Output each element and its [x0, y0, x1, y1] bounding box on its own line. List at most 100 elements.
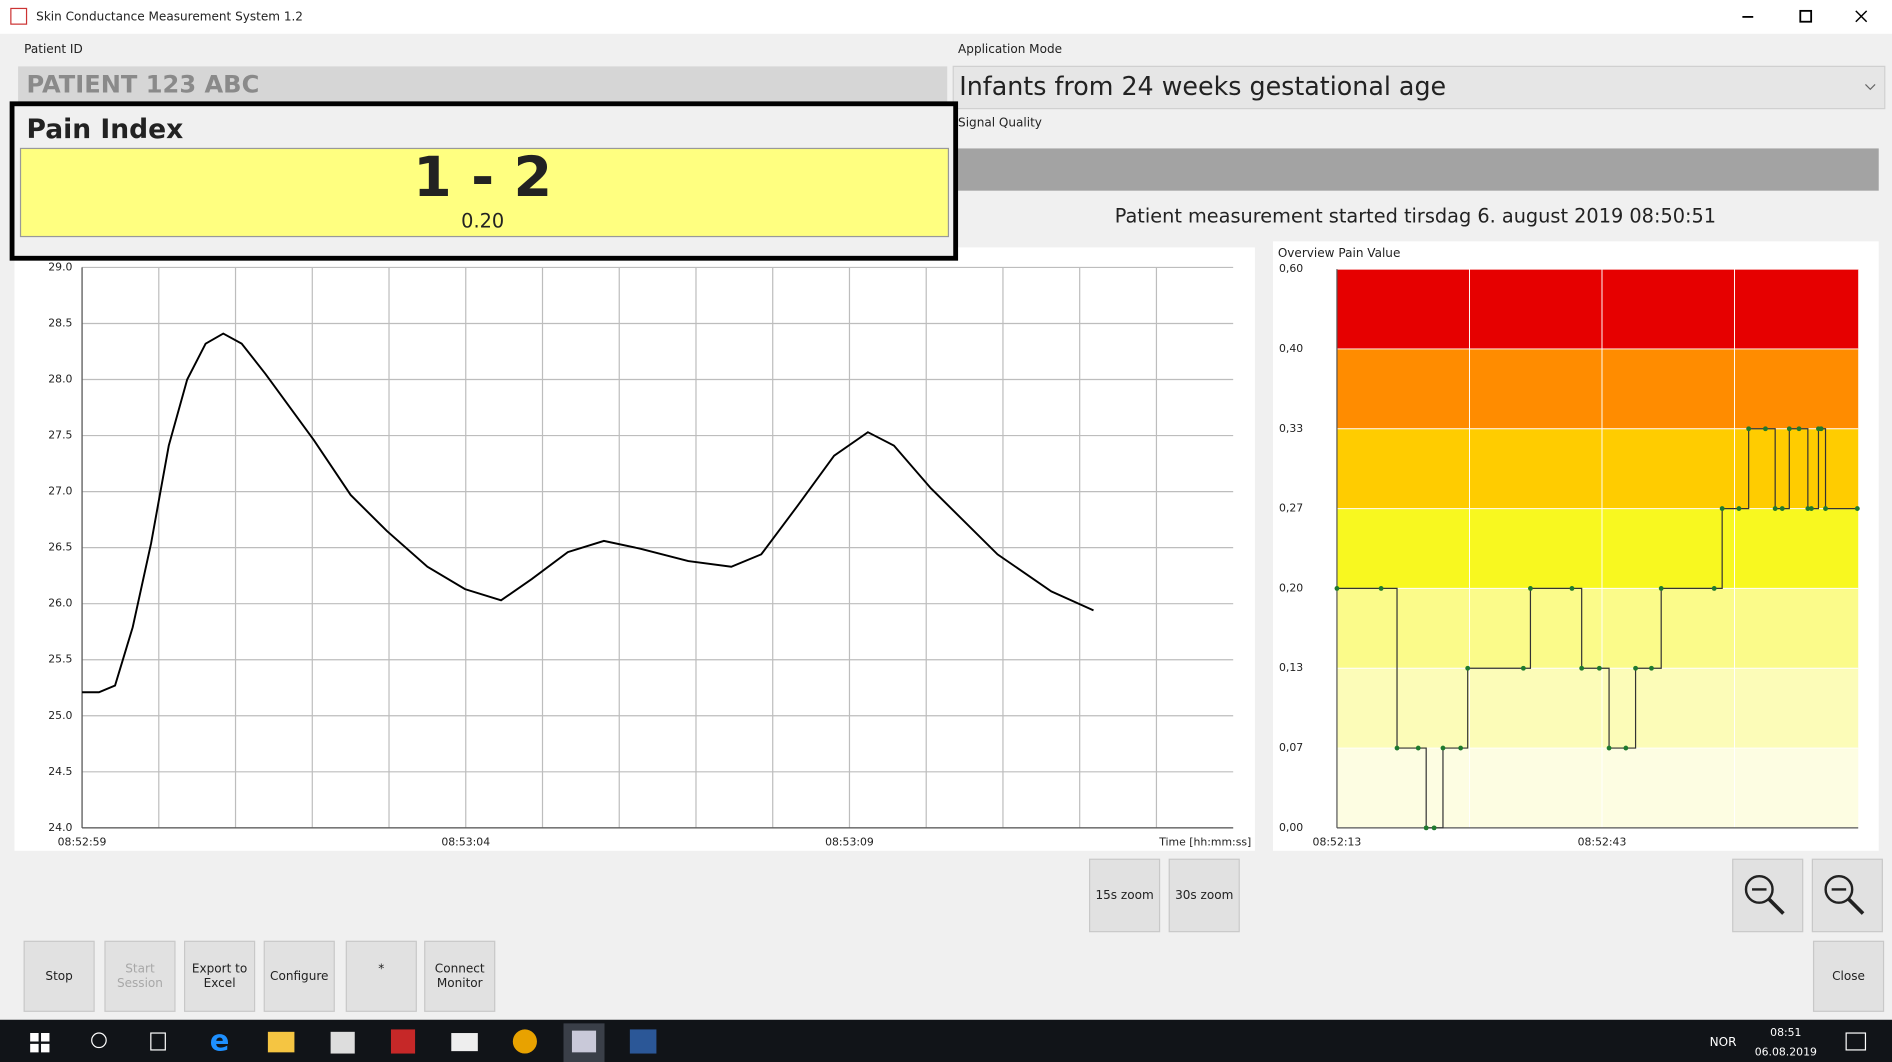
clock-date[interactable]: 06.08.2019: [1755, 1045, 1817, 1058]
edge-icon[interactable]: e: [210, 1024, 230, 1058]
mode-value: Infants from 24 weeks gestational age: [959, 71, 1446, 101]
close-window[interactable]: [1855, 10, 1868, 23]
y-tick-label: 0,00: [1279, 821, 1303, 834]
y-tick-label: 0,20: [1279, 581, 1303, 594]
y-tick-label: 0,60: [1279, 262, 1303, 275]
button[interactable]: [1168, 858, 1240, 933]
data-point: [1823, 506, 1828, 512]
data-point: [1465, 665, 1471, 671]
pain-index-range: 1 - 2: [413, 145, 552, 210]
button[interactable]: [184, 940, 256, 1012]
data-point: [1736, 506, 1742, 512]
zoom-in-button[interactable]: [1732, 858, 1804, 933]
start-button[interactable]: [30, 1033, 50, 1053]
notifications[interactable]: [1845, 1032, 1867, 1051]
data-point: [1763, 426, 1768, 432]
data-point: [1378, 585, 1384, 591]
mail-icon[interactable]: [451, 1033, 478, 1052]
taskbar: [0, 1019, 1892, 1062]
zoom-out-button[interactable]: [1811, 858, 1883, 933]
button-label: Monitor: [437, 976, 483, 990]
button[interactable]: [263, 940, 335, 1012]
data-point: [1786, 426, 1792, 432]
status: Patient measurement started tirsdag 6. a…: [1115, 205, 1716, 228]
zoom-out[interactable]: [1811, 858, 1883, 933]
patient-value: PATIENT 123 ABC: [27, 71, 260, 99]
pain-band: [1336, 748, 1859, 828]
y-tick-label: 27.0: [48, 485, 72, 498]
y-tick-label: 0,40: [1279, 342, 1303, 355]
data-point: [1658, 585, 1664, 591]
data-point: [1649, 665, 1654, 671]
series-line: [82, 332, 1094, 694]
x-tick-label: 08:52:43: [1578, 835, 1627, 848]
zoom-out-icon: [1824, 874, 1854, 904]
window-title: Skin Conductance Measurement System 1.2: [36, 9, 303, 23]
button-label: Excel: [204, 976, 236, 990]
button[interactable]: [345, 940, 417, 1012]
button-label: Connect: [435, 962, 485, 976]
zoom-in-icon: [1744, 874, 1774, 904]
y-tick-label: 28.0: [48, 373, 72, 386]
data-point: [1431, 825, 1437, 831]
data-point: [1818, 426, 1824, 432]
patient-field[interactable]: [18, 66, 948, 104]
y-tick-label: 27.5: [48, 429, 72, 442]
y-tick-label: 26.5: [48, 541, 72, 554]
task-view[interactable]: [150, 1032, 166, 1051]
data-point: [1606, 745, 1612, 751]
data-point: [1579, 665, 1585, 671]
button[interactable]: [104, 940, 176, 1012]
button[interactable]: [1088, 858, 1161, 933]
conductance-panel: [14, 247, 1255, 851]
data-point: [1423, 825, 1429, 831]
data-point: [1808, 506, 1814, 512]
data-point: [1633, 665, 1638, 671]
search[interactable]: [91, 1032, 107, 1049]
signal-bar: [956, 148, 1879, 191]
button[interactable]: [1812, 940, 1885, 1012]
data-point: [1394, 745, 1400, 751]
mode-dropdown[interactable]: [952, 65, 1886, 110]
pain-band: [1336, 348, 1859, 429]
clock-time[interactable]: 08:51: [1770, 1026, 1801, 1039]
language[interactable]: NOR: [1710, 1035, 1737, 1049]
y-tick-label: 26.0: [48, 597, 72, 610]
data-point: [1854, 506, 1860, 512]
zoom-in-handle: [1767, 897, 1785, 915]
word-icon[interactable]: [629, 1029, 657, 1054]
x-tick-label: 08:53:04: [441, 835, 490, 848]
zoom-out-handle: [1847, 897, 1865, 915]
x-tick-label: 08:53:09: [825, 835, 874, 848]
mcafee-icon[interactable]: [390, 1029, 416, 1054]
data-point: [1746, 426, 1752, 432]
data-point: [1779, 506, 1785, 512]
chrome-icon[interactable]: [512, 1029, 537, 1054]
y-tick-label: 25.0: [48, 709, 72, 722]
data-point: [1458, 745, 1464, 751]
button-label: Stop: [45, 969, 72, 983]
y-tick-label: 0,33: [1279, 422, 1303, 435]
store-icon[interactable]: [330, 1031, 355, 1054]
data-point: [1415, 745, 1421, 751]
button[interactable]: [23, 940, 95, 1012]
data-point: [1569, 585, 1575, 591]
y-tick-label: 28.5: [48, 316, 72, 329]
button-label: Export to: [192, 962, 247, 976]
pain-band: [1336, 428, 1859, 509]
button[interactable]: [424, 940, 496, 1012]
maximize[interactable]: [1799, 9, 1813, 23]
y-tick-label: 29.0: [48, 260, 72, 273]
button-label: Configure: [270, 969, 328, 983]
zoom-in[interactable]: [1732, 858, 1804, 933]
series-line: [1336, 428, 1858, 829]
y-tick-label: 24.5: [48, 765, 72, 778]
dropdown-arrow: [1865, 84, 1876, 91]
data-point: [1440, 745, 1446, 751]
explorer-icon[interactable]: [267, 1031, 295, 1053]
y-tick-label: 25.5: [48, 653, 72, 666]
chart-title: Overview Pain Value: [1278, 246, 1401, 260]
